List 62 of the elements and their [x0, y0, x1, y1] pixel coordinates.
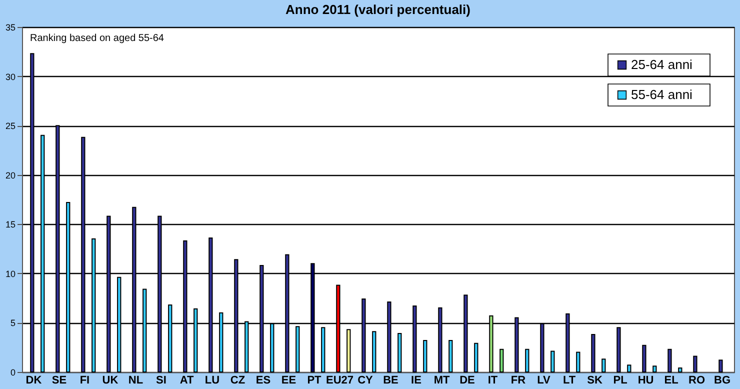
- y-tick-label: 20: [5, 170, 16, 180]
- x-tick-label: FI: [80, 374, 90, 386]
- x-tick-label: EL: [664, 374, 679, 386]
- x-tick-label: IE: [411, 374, 422, 386]
- legend-label: 55-64 anni: [631, 87, 693, 102]
- x-tick-label: DK: [26, 374, 42, 386]
- x-tick-label: LV: [537, 374, 552, 386]
- bar: [525, 348, 530, 372]
- bar: [550, 350, 555, 372]
- x-tick-label: PT: [307, 374, 322, 386]
- x-tick-label: FR: [510, 374, 526, 386]
- bar: [668, 348, 672, 372]
- bar: [474, 342, 478, 372]
- x-tick-label: IT: [488, 374, 498, 386]
- bar: [448, 340, 453, 372]
- x-tick-label: BE: [383, 374, 398, 386]
- y-tick-label: 35: [5, 22, 16, 32]
- y-tick-label: 25: [5, 121, 16, 132]
- bar: [346, 329, 351, 372]
- bar: [642, 344, 646, 372]
- bar: [500, 348, 504, 372]
- x-tick-label: SI: [156, 374, 166, 386]
- x-tick-label: ES: [256, 374, 271, 386]
- x-tick-label: RO: [688, 374, 706, 386]
- x-tick-label: HU: [638, 374, 654, 386]
- bar: [627, 364, 632, 372]
- bar: [398, 333, 402, 372]
- x-tick-label: NL: [128, 374, 144, 386]
- bar: [693, 356, 698, 372]
- bar: [321, 327, 326, 372]
- bar: [652, 366, 657, 372]
- x-tick-label: BG: [714, 374, 731, 386]
- bar: [718, 360, 723, 372]
- x-tick-label: AT: [180, 374, 194, 386]
- x-tick-label: SE: [52, 374, 67, 386]
- x-tick-label: EE: [281, 374, 296, 386]
- bar: [372, 331, 376, 372]
- x-tick-label: UK: [102, 374, 118, 386]
- bar: [591, 334, 596, 372]
- bar: [678, 368, 682, 372]
- y-tick-label: 15: [5, 220, 16, 230]
- bar: [616, 327, 621, 372]
- bar: [296, 326, 300, 372]
- x-tick-label: SK: [587, 374, 602, 386]
- bar: [423, 340, 428, 372]
- x-tick-label: PL: [613, 374, 628, 386]
- y-tick-label: 0: [10, 368, 16, 378]
- bar: [602, 358, 606, 372]
- x-tick-label: LT: [562, 374, 576, 386]
- x-tick-label: MT: [434, 374, 450, 386]
- bar: [576, 352, 580, 372]
- x-tick-label: LU: [204, 374, 220, 386]
- y-tick-label: 10: [5, 268, 16, 279]
- y-tick-label: 5: [10, 318, 16, 328]
- x-tick-label: CY: [358, 374, 374, 386]
- x-tick-label: DE: [460, 374, 475, 386]
- x-tick-label: EU27: [326, 374, 354, 386]
- x-tick-label: CZ: [230, 374, 246, 386]
- annotation: Ranking based on aged 55-64: [30, 33, 164, 44]
- legend-label: 25-64 anni: [631, 57, 693, 72]
- chart-title: Anno 2011 (valori percentuali): [286, 2, 470, 17]
- y-tick-label: 30: [5, 72, 16, 82]
